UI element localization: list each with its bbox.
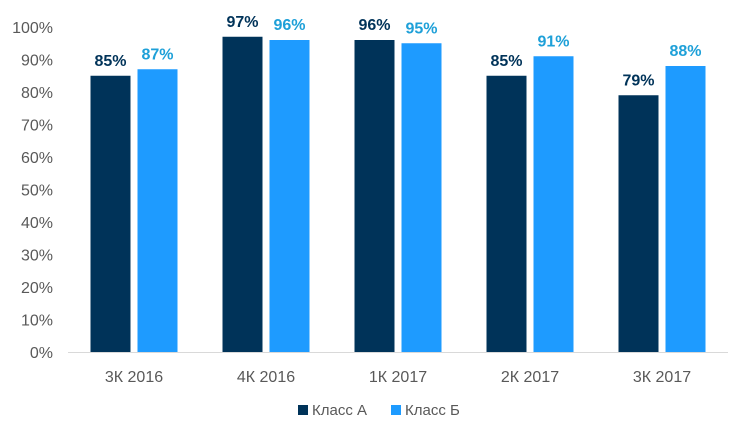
- legend-swatch: [298, 405, 308, 415]
- y-tick-label: 80%: [21, 85, 53, 102]
- x-tick-label: 3К 2016: [105, 369, 163, 386]
- y-tick-label: 20%: [21, 280, 53, 297]
- bar-class-a: [90, 75, 131, 352]
- legend-label: Класс Б: [405, 402, 460, 419]
- y-tick-label: 60%: [21, 150, 53, 167]
- legend-swatch: [391, 405, 401, 415]
- data-label: 96%: [273, 17, 305, 34]
- bar-class-a: [222, 36, 263, 352]
- data-label: 91%: [537, 33, 569, 50]
- legend-label: Класс А: [312, 402, 367, 419]
- x-tick-label: 2К 2017: [501, 369, 559, 386]
- x-axis-categories: 3К 2016 4К 2016 1К 2017 2К 2017 3К 2017: [105, 369, 691, 386]
- data-label: 96%: [358, 17, 390, 34]
- bar-class-b: [137, 69, 178, 352]
- bar-class-b: [533, 56, 574, 352]
- data-label: 85%: [490, 53, 522, 70]
- bars: [90, 36, 706, 352]
- y-tick-label: 70%: [21, 118, 53, 135]
- x-tick-label: 3К 2017: [633, 369, 691, 386]
- bar-class-a: [618, 95, 659, 352]
- bar-class-a: [354, 40, 395, 352]
- bar-class-b: [269, 40, 310, 352]
- x-tick-label: 4К 2016: [237, 369, 295, 386]
- data-label: 95%: [405, 20, 437, 37]
- x-tick-label: 1К 2017: [369, 369, 427, 386]
- data-labels: 85% 87% 97% 96% 96% 95% 85% 91% 79% 88%: [94, 14, 701, 90]
- bar-class-b: [401, 43, 442, 352]
- legend: Класс А Класс Б: [298, 402, 460, 419]
- y-tick-label: 100%: [12, 20, 53, 37]
- y-tick-label: 40%: [21, 215, 53, 232]
- data-label: 87%: [141, 46, 173, 63]
- y-tick-label: 50%: [21, 183, 53, 200]
- bar-class-a: [486, 75, 527, 352]
- y-tick-label: 0%: [30, 345, 53, 362]
- bar-class-b: [665, 66, 706, 352]
- data-label: 85%: [94, 53, 126, 70]
- y-tick-label: 10%: [21, 313, 53, 330]
- data-label: 79%: [622, 72, 654, 89]
- y-axis-ticks: 0% 10% 20% 30% 40% 50% 60% 70% 80% 90% 100%: [12, 20, 53, 362]
- y-tick-label: 90%: [21, 53, 53, 70]
- data-label: 88%: [669, 43, 701, 60]
- data-label: 97%: [226, 14, 258, 31]
- y-tick-label: 30%: [21, 248, 53, 265]
